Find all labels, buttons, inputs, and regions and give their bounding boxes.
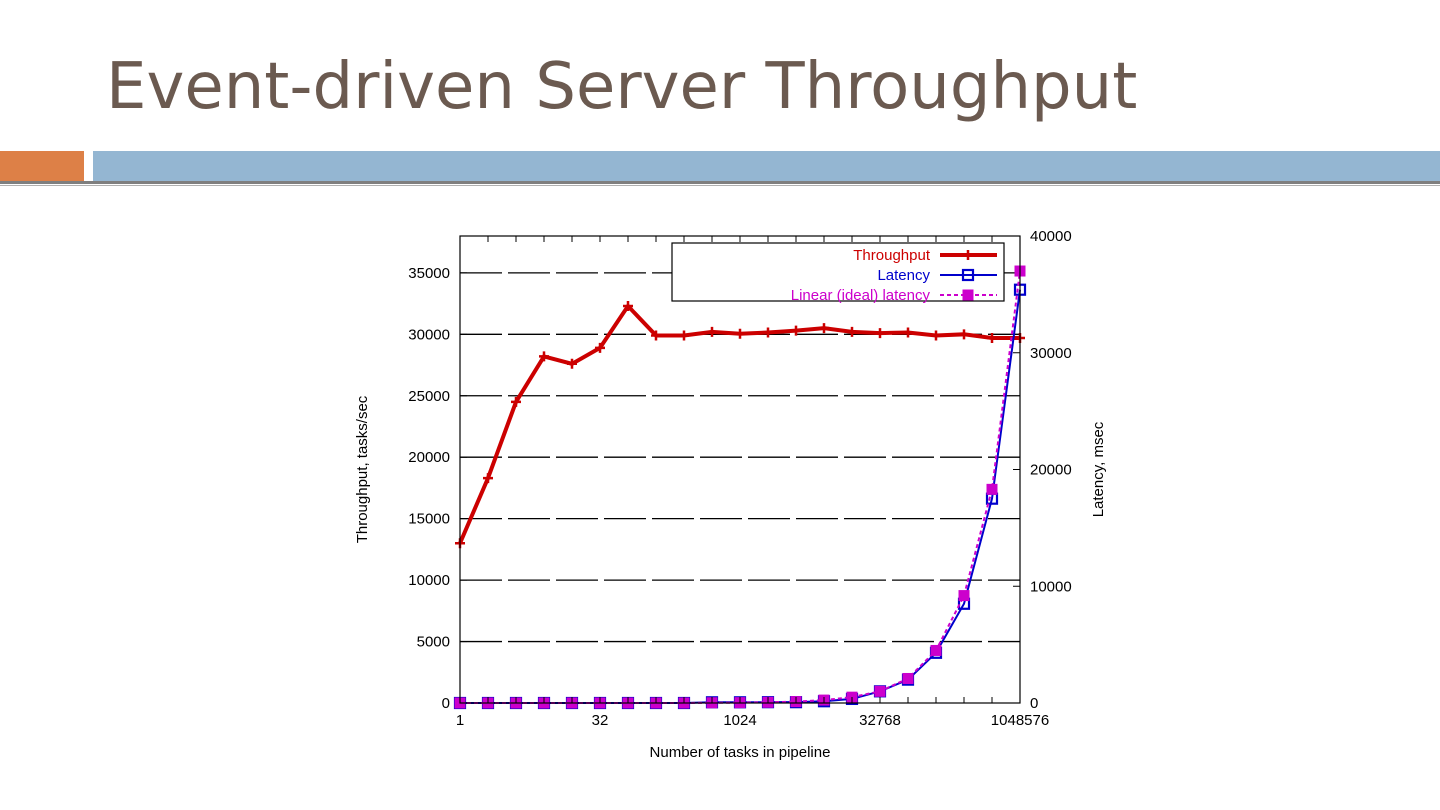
data-point <box>847 326 857 337</box>
title-divider-line-thin <box>0 185 1440 186</box>
slide-title: Event-driven Server Throughput <box>106 50 1138 124</box>
legend-label: Latency <box>877 267 930 284</box>
legend-label: Throughput <box>853 247 931 264</box>
data-point <box>763 327 773 338</box>
data-point <box>539 351 549 362</box>
y-right-tick-label: 10000 <box>1030 578 1072 595</box>
legend-label: Linear (ideal) latency <box>791 287 931 304</box>
tick-layer: 0 5000 10000 15000 20000 25000 30000 35000 0 1000… <box>408 228 1071 729</box>
legend-swatch-marker <box>963 250 973 260</box>
plot-frame <box>459 235 1021 704</box>
x-tick-label: 32768 <box>859 712 901 729</box>
y-right-tick-label: 0 <box>1030 695 1038 712</box>
data-point <box>791 325 801 336</box>
y-axis-right-label: Latency, msec <box>1090 421 1107 517</box>
data-point <box>958 590 970 602</box>
data-point <box>819 323 829 334</box>
data-point <box>623 301 633 312</box>
y-left-tick-label: 0 <box>442 695 450 712</box>
x-axis-label: Number of tasks in pipeline <box>650 744 831 761</box>
legend-swatch-marker <box>962 289 974 301</box>
data-point <box>595 342 605 353</box>
legend-swatch-marker <box>961 268 975 282</box>
y-left-tick-label: 5000 <box>417 634 450 651</box>
x-tick-label: 32 <box>592 712 609 729</box>
data-point <box>651 330 661 341</box>
series-line <box>458 302 1020 545</box>
y-left-tick-label: 10000 <box>408 572 450 589</box>
x-tick-label: 1 <box>456 712 464 729</box>
data-point <box>931 330 941 341</box>
y-left-tick-label: 25000 <box>408 388 450 405</box>
data-point <box>567 358 577 369</box>
y-axis-left-label: Throughput, tasks/sec <box>354 395 371 543</box>
y-right-tick-label: 20000 <box>1030 462 1072 479</box>
data-point <box>875 328 885 339</box>
series-throughput <box>455 301 1025 549</box>
data-point <box>735 328 745 339</box>
data-point <box>679 330 689 341</box>
data-point <box>874 685 886 697</box>
y-left-tick-label: 35000 <box>408 265 450 282</box>
data-point <box>902 672 914 684</box>
legend-box <box>671 242 1005 302</box>
grid-lines <box>460 272 1020 643</box>
y-right-tick-label: 40000 <box>1030 228 1072 245</box>
data-point <box>511 396 521 407</box>
y-left-tick-label: 20000 <box>408 449 450 466</box>
data-point <box>959 329 969 340</box>
data-point <box>930 644 942 656</box>
title-divider-bar <box>93 151 1440 181</box>
throughput-latency-chart: 0 5000 10000 15000 20000 25000 30000 35000 0 1000… <box>354 228 1107 761</box>
data-point <box>707 326 717 337</box>
y-left-tick-label: 15000 <box>408 511 450 528</box>
chart-legend: Throughput Latency Linear (ideal) latency <box>671 242 1005 304</box>
data-point <box>903 327 913 338</box>
y-left-tick-label: 30000 <box>408 326 450 343</box>
title-divider-line <box>0 181 1440 184</box>
title-accent-bar <box>0 151 84 181</box>
data-point <box>483 473 493 484</box>
x-tick-label: 1024 <box>723 712 756 729</box>
data-point <box>986 483 998 495</box>
x-tick-label: 1048576 <box>991 712 1049 729</box>
data-point <box>987 333 997 344</box>
y-right-tick-label: 30000 <box>1030 345 1072 362</box>
